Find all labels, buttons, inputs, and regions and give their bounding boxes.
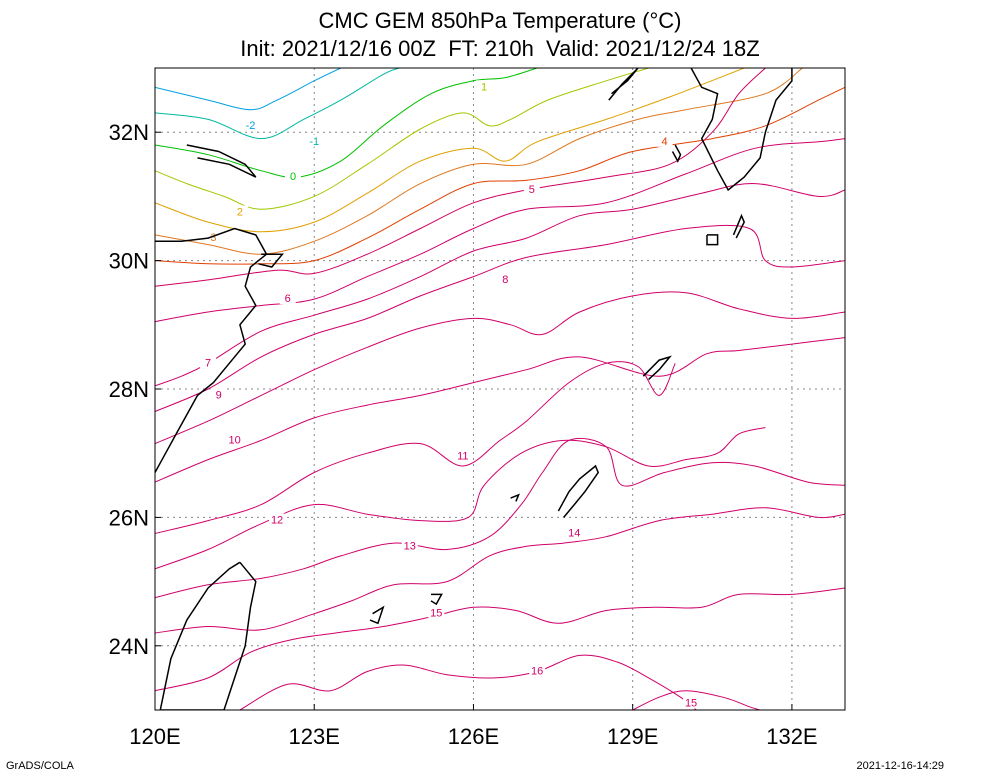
contour-label: 9 bbox=[216, 389, 222, 401]
coastline-koshiki bbox=[671, 144, 682, 163]
contour-line bbox=[155, 86, 845, 265]
contour-label-bg bbox=[285, 170, 301, 183]
contour-line bbox=[155, 68, 342, 111]
contour-label: 11 bbox=[457, 450, 468, 462]
contour-label: -1 bbox=[309, 136, 319, 148]
tick-label-lat: 28N bbox=[109, 377, 149, 402]
coastline-zhoushan bbox=[258, 253, 284, 268]
coastline-kume bbox=[510, 493, 520, 502]
contour-label-bg bbox=[279, 292, 296, 305]
contour-line bbox=[632, 690, 761, 710]
tick-label-lon: 129E bbox=[607, 724, 658, 749]
map-subtitle: Init: 2021/12/16 00Z FT: 210h Valid: 202… bbox=[240, 36, 760, 61]
contour-label-bg bbox=[497, 272, 514, 285]
contour-label: 15 bbox=[430, 608, 442, 620]
contour-label: 5 bbox=[529, 184, 535, 196]
contour-label-bg bbox=[226, 433, 243, 446]
contour-line bbox=[155, 183, 845, 387]
coastline-goto bbox=[608, 68, 639, 101]
contour-line bbox=[155, 507, 845, 634]
tick-label-lat: 30N bbox=[109, 249, 149, 274]
contour-label-bg bbox=[306, 134, 323, 147]
contour-label-bg bbox=[454, 449, 471, 462]
contour-label: 12 bbox=[271, 515, 283, 527]
coastline-okinawa bbox=[557, 464, 600, 518]
contour-label-bg bbox=[476, 80, 493, 93]
contour-line bbox=[155, 427, 766, 570]
contour-label: 15 bbox=[685, 698, 697, 710]
contour-label-bg bbox=[656, 134, 673, 147]
contour-label: 1 bbox=[481, 81, 487, 93]
contour-line bbox=[239, 654, 697, 710]
contour-line bbox=[155, 68, 538, 178]
tick-label-lon: 120E bbox=[129, 724, 180, 749]
contour-line bbox=[155, 68, 649, 210]
contour-label-bg bbox=[523, 182, 540, 195]
contour-label: 10 bbox=[228, 434, 240, 446]
contour-label: 14 bbox=[568, 527, 580, 539]
contour-line bbox=[155, 138, 845, 323]
contour-line bbox=[155, 438, 845, 599]
contour-line bbox=[155, 224, 845, 412]
contour-label: 6 bbox=[285, 293, 291, 305]
contour-label-bg bbox=[529, 664, 546, 677]
coastline-kyushu bbox=[690, 68, 793, 192]
coastline-china-coast bbox=[155, 227, 268, 473]
contour-line bbox=[155, 337, 845, 483]
axis-ticks: 120E 123E 126E 129E 132E 24N 26N 28N 30N 32N bbox=[109, 120, 818, 749]
footer-credit: GrADS/COLA bbox=[6, 760, 74, 772]
contour-label-bg bbox=[401, 539, 418, 552]
coastline-tanegashima bbox=[732, 213, 746, 239]
contour-label-bg bbox=[231, 205, 248, 218]
contour-line bbox=[155, 68, 400, 140]
contour-label: -2 bbox=[246, 120, 256, 132]
contour-label-bg bbox=[242, 118, 259, 131]
contour-line bbox=[155, 68, 766, 287]
coastline-taiwan bbox=[159, 561, 257, 710]
contour-label-bg bbox=[269, 513, 286, 526]
contour-label: 13 bbox=[404, 540, 416, 552]
coastline-amami bbox=[642, 355, 672, 380]
tick-label-lon: 123E bbox=[289, 724, 340, 749]
coastline-ishigaki bbox=[369, 605, 385, 625]
contour-label: 2 bbox=[237, 206, 243, 218]
contour-label-bg bbox=[210, 388, 227, 401]
coastline-yakushima bbox=[706, 234, 719, 246]
contour-line bbox=[155, 587, 845, 692]
coastline-yangtze-mouth bbox=[186, 144, 257, 178]
contour-label: 0 bbox=[290, 171, 296, 183]
tick-label-lon: 132E bbox=[766, 724, 817, 749]
contour-label-bg bbox=[200, 356, 217, 369]
contour-label: 7 bbox=[205, 357, 211, 369]
tick-label-lon: 126E bbox=[448, 724, 499, 749]
tick-label-lat: 24N bbox=[109, 634, 149, 659]
footer-timestamp: 2021-12-16-14:29 bbox=[856, 760, 944, 772]
tick-label-lat: 26N bbox=[109, 505, 149, 530]
contour-line bbox=[155, 361, 676, 534]
map-title: CMC GEM 850hPa Temperature (°C) bbox=[318, 8, 682, 33]
contour-label: 4 bbox=[661, 136, 667, 148]
contour-label: 16 bbox=[531, 665, 543, 677]
contour-label: 8 bbox=[502, 274, 508, 286]
contour-label-bg bbox=[683, 696, 700, 709]
tick-label-lat: 32N bbox=[109, 120, 149, 145]
contour-label: 3 bbox=[210, 232, 216, 244]
contour-label-bg bbox=[566, 526, 583, 539]
coastline-miyako bbox=[430, 593, 443, 606]
contour-line bbox=[155, 291, 845, 445]
contour-line bbox=[155, 68, 745, 233]
coastlines bbox=[155, 68, 793, 710]
contour-label-bg bbox=[428, 606, 445, 619]
